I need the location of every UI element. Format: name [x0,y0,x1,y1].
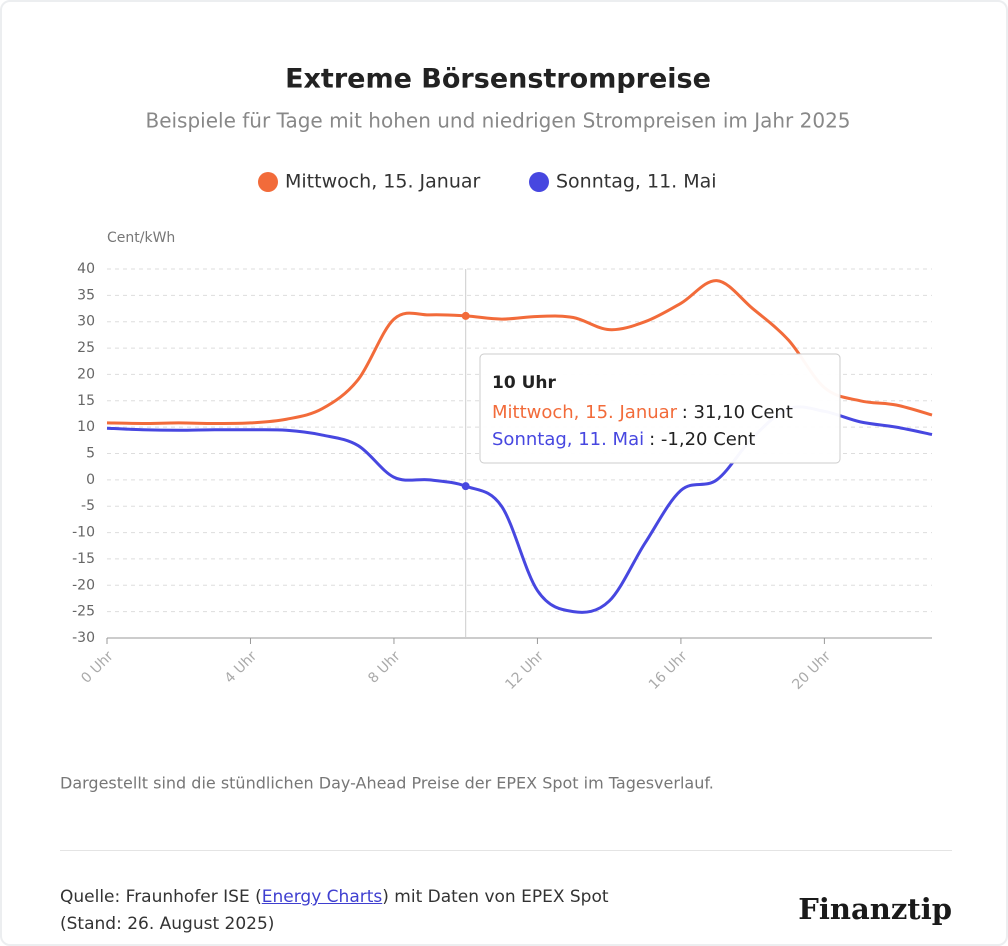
y-tick-label: -25 [72,604,95,620]
line [106,279,933,425]
source: Quelle: Fraunhofer ISE (Energy Charts) m… [60,887,609,907]
legend-label: Sonntag, 11. Mai [556,171,717,193]
tooltip-label: Mittwoch, 15. Januar [492,402,678,423]
logo: Finanztip [798,892,952,926]
x-tick-label: 20 Uhr [789,648,834,693]
hover-point [461,311,470,320]
y-tick-label: -15 [72,551,95,567]
y-tick-label: 10 [77,419,95,435]
source-link[interactable]: Energy Charts [261,887,383,907]
y-tick-label: 0 [86,472,95,488]
tooltip-label: Sonntag, 11. Mai [492,429,644,450]
source-date: (Stand: 26. August 2025) [60,914,275,934]
y-tick-label: -10 [72,525,95,541]
legend-label: Mittwoch, 15. Januar [285,171,481,193]
chart-title: Extreme Börsenstrompreise [285,64,711,95]
y-tick-label: -30 [72,630,95,646]
y-tick-label: 15 [77,393,95,409]
tooltip-title: 10 Uhr [492,373,556,393]
x-tick-label: 12 Uhr [502,648,547,693]
y-tick-label: -20 [72,577,95,593]
y-tick-label: 30 [77,314,95,330]
separator [60,850,952,851]
y-tick-label: 35 [77,287,95,303]
tooltip-value: : -1,20 Cent [649,429,755,450]
tooltip-row: Mittwoch, 15. Januar: 31,10 Cent [492,402,793,423]
x-tick-label: 0 Uhr [78,648,117,687]
y-tick-label: 5 [86,446,95,462]
chart-subtitle: Beispiele für Tage mit hohen und niedrig… [145,109,850,133]
x-tick-label: 8 Uhr [365,648,404,687]
y-tick-label: -5 [81,498,95,514]
x-tick-label: 16 Uhr [646,648,691,693]
chart-note: Dargestellt sind die stündlichen Day-Ahe… [60,774,714,793]
y-tick-label: 20 [77,366,95,382]
hover-point [461,482,470,491]
source-prefix: Quelle: Fraunhofer ISE ( [60,887,262,907]
y-tick-label: 25 [77,340,95,356]
tooltip-row: Sonntag, 11. Mai: -1,20 Cent [492,429,755,450]
x-tick-label: 4 Uhr [222,648,261,687]
y-tick-label: 40 [77,261,95,277]
legend-marker [258,172,278,192]
legend-marker [529,172,549,192]
tooltip-box [479,353,841,464]
tooltip-value: : 31,10 Cent [682,402,793,423]
source-suffix: ) mit Daten von EPEX Spot [382,887,609,907]
chart: Extreme Börsenstrompreise Beispiele für … [60,64,933,793]
y-axis-label: Cent/kWh [107,230,175,246]
